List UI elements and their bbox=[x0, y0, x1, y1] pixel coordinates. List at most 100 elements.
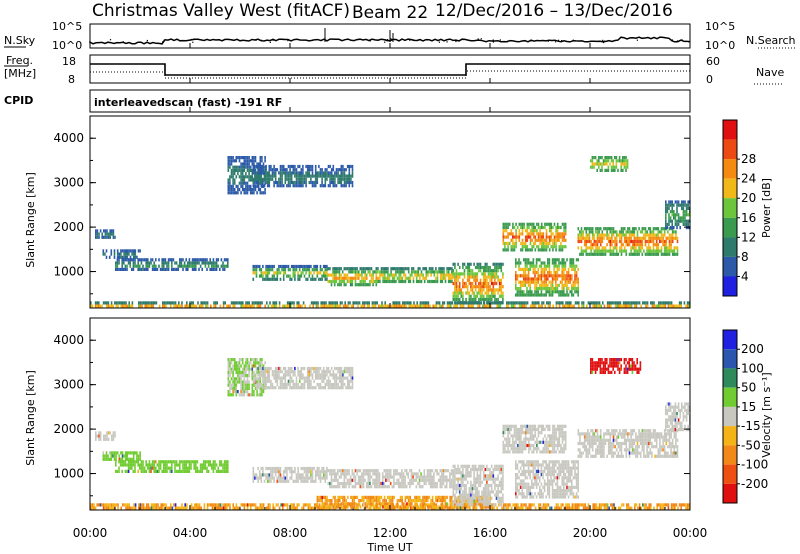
range-time-cell bbox=[330, 386, 333, 390]
range-time-cell bbox=[286, 304, 289, 308]
range-time-cell bbox=[387, 276, 389, 280]
range-time-cell bbox=[330, 469, 333, 473]
range-time-cell bbox=[233, 361, 236, 365]
range-time-cell bbox=[556, 283, 559, 287]
range-time-cell bbox=[609, 249, 612, 253]
range-time-cell bbox=[273, 174, 275, 178]
range-time-cell bbox=[675, 230, 677, 234]
range-time-cell bbox=[230, 377, 233, 381]
range-time-cell bbox=[472, 304, 474, 308]
range-time-cell bbox=[105, 454, 108, 458]
range-time-cell bbox=[652, 252, 655, 256]
range-time-cell bbox=[627, 230, 629, 234]
range-time-cell bbox=[153, 261, 155, 265]
range-time-cell bbox=[571, 277, 573, 281]
range-time-cell bbox=[261, 361, 263, 365]
range-time-cell bbox=[518, 280, 520, 284]
range-time-cell bbox=[246, 188, 249, 192]
range-time-cell bbox=[587, 236, 589, 240]
range-time-cell bbox=[289, 277, 291, 281]
range-time-cell bbox=[676, 236, 679, 240]
range-time-cell bbox=[350, 304, 353, 308]
range-time-cell bbox=[276, 180, 279, 185]
range-time-cell bbox=[610, 304, 612, 308]
range-time-cell bbox=[319, 184, 322, 188]
noise-dot bbox=[109, 39, 112, 41]
range-time-cell bbox=[555, 238, 557, 242]
range-time-cell bbox=[290, 177, 293, 181]
range-time-cell bbox=[205, 301, 207, 305]
range-time-cell bbox=[321, 476, 323, 480]
range-time-cell bbox=[238, 181, 241, 185]
range-time-cell bbox=[180, 469, 183, 473]
range-time-cell bbox=[260, 180, 263, 185]
range-time-cell bbox=[425, 270, 428, 274]
range-time-cell bbox=[348, 366, 351, 371]
range-time-cell bbox=[375, 270, 378, 274]
range-time-cell bbox=[515, 232, 517, 236]
range-time-cell bbox=[637, 506, 639, 510]
range-time-cell bbox=[348, 184, 351, 188]
range-time-cell bbox=[294, 271, 296, 275]
range-time-cell bbox=[316, 473, 319, 477]
range-time-cell bbox=[243, 393, 246, 397]
range-time-cell bbox=[395, 267, 397, 271]
range-time-cell bbox=[481, 294, 483, 298]
range-time-cell bbox=[390, 506, 393, 510]
range-time-cell bbox=[677, 304, 679, 308]
range-time-cell bbox=[659, 249, 661, 253]
range-time-cell bbox=[455, 269, 458, 273]
range-time-cell bbox=[553, 258, 555, 262]
range-time-cell bbox=[403, 301, 406, 305]
range-time-cell bbox=[301, 304, 303, 308]
range-time-cell bbox=[648, 503, 650, 507]
range-time-cell bbox=[489, 269, 491, 273]
range-time-cell bbox=[257, 264, 259, 269]
range-time-cell bbox=[342, 373, 344, 377]
range-time-cell bbox=[487, 269, 490, 273]
range-time-cell bbox=[152, 503, 154, 507]
range-time-cell bbox=[685, 203, 688, 207]
range-time-cell bbox=[274, 470, 277, 474]
range-time-cell bbox=[314, 184, 317, 188]
range-time-cell bbox=[515, 506, 518, 510]
range-time-cell bbox=[558, 261, 560, 265]
range-time-cell bbox=[612, 159, 614, 163]
range-time-cell bbox=[289, 184, 291, 188]
range-time-cell bbox=[533, 301, 535, 305]
range-time-cell bbox=[577, 236, 580, 240]
range-time-cell bbox=[466, 269, 469, 273]
range-time-cell bbox=[575, 271, 578, 275]
range-time-cell bbox=[243, 159, 246, 163]
range-time-cell bbox=[561, 293, 563, 297]
range-time-cell bbox=[235, 361, 238, 365]
range-time-cell bbox=[547, 503, 550, 507]
range-time-cell bbox=[508, 222, 511, 226]
range-time-cell bbox=[498, 285, 501, 289]
range-time-cell bbox=[252, 168, 255, 172]
range-time-cell bbox=[638, 236, 640, 240]
range-time-cell bbox=[263, 171, 266, 175]
range-time-cell bbox=[115, 304, 118, 308]
range-time-cell bbox=[455, 294, 458, 298]
range-time-cell bbox=[292, 382, 295, 387]
range-time-cell bbox=[262, 180, 264, 185]
range-time-cell bbox=[308, 171, 311, 175]
range-time-cell bbox=[651, 249, 653, 253]
range-time-cell bbox=[324, 180, 327, 185]
range-time-cell bbox=[673, 210, 675, 214]
range-time-cell bbox=[308, 274, 311, 278]
range-time-cell bbox=[271, 277, 274, 281]
range-time-cell bbox=[144, 506, 146, 510]
range-time-cell bbox=[268, 168, 271, 172]
range-time-cell bbox=[455, 272, 458, 276]
range-time-cell bbox=[229, 367, 231, 371]
range-time-cell bbox=[579, 239, 581, 244]
range-time-cell bbox=[526, 222, 529, 226]
range-time-cell bbox=[324, 264, 327, 269]
range-time-cell bbox=[233, 168, 236, 172]
range-time-cell bbox=[261, 159, 263, 163]
range-time-cell bbox=[593, 252, 596, 256]
range-time-cell bbox=[211, 506, 214, 510]
range-time-cell bbox=[489, 288, 491, 292]
